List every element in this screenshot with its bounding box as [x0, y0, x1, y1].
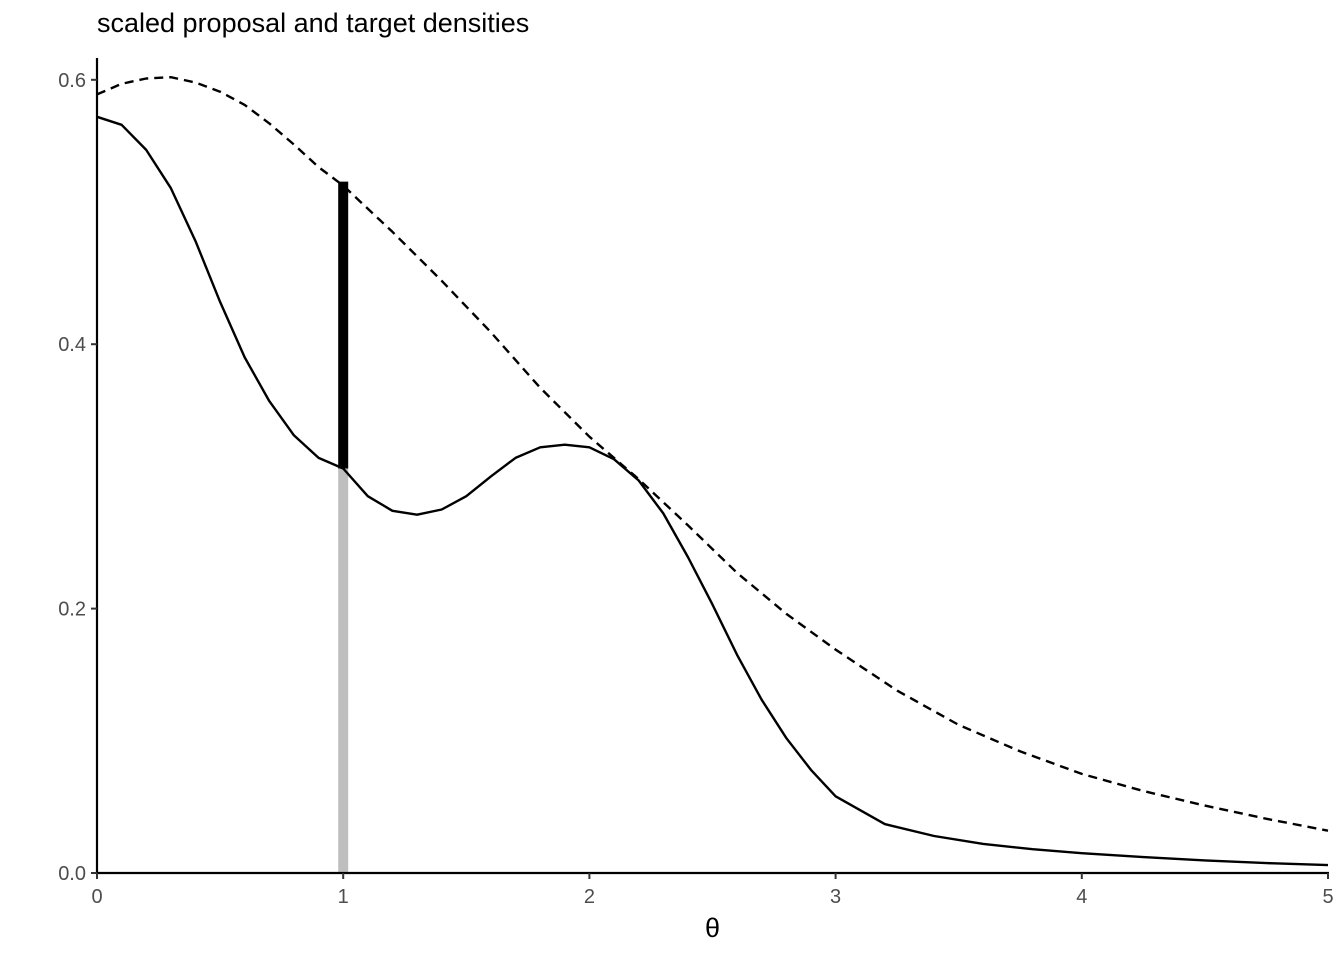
x-tick-label: 3 [830, 886, 841, 908]
y-axis-ticks: 0.0 0.2 0.4 0.6 [58, 70, 97, 885]
y-tick-label: 0.4 [58, 334, 86, 356]
x-tick-label: 4 [1076, 886, 1087, 908]
x-tick-label: 2 [584, 886, 595, 908]
y-tick-label: 0.0 [58, 863, 86, 885]
x-tick-label: 1 [338, 886, 349, 908]
target-density-line [96, 115, 1329, 867]
chart-title: scaled proposal and target densities [97, 8, 530, 38]
y-tick-label: 0.2 [58, 599, 86, 621]
x-tick-label: 5 [1322, 886, 1333, 908]
proposal-density-line [96, 76, 1329, 832]
marks-layer [96, 76, 1329, 873]
x-axis-title: θ [705, 913, 720, 943]
x-axis-ticks: 0 1 2 3 4 5 [91, 873, 1334, 908]
y-tick-label: 0.6 [58, 70, 86, 92]
x-tick-label: 0 [91, 886, 102, 908]
